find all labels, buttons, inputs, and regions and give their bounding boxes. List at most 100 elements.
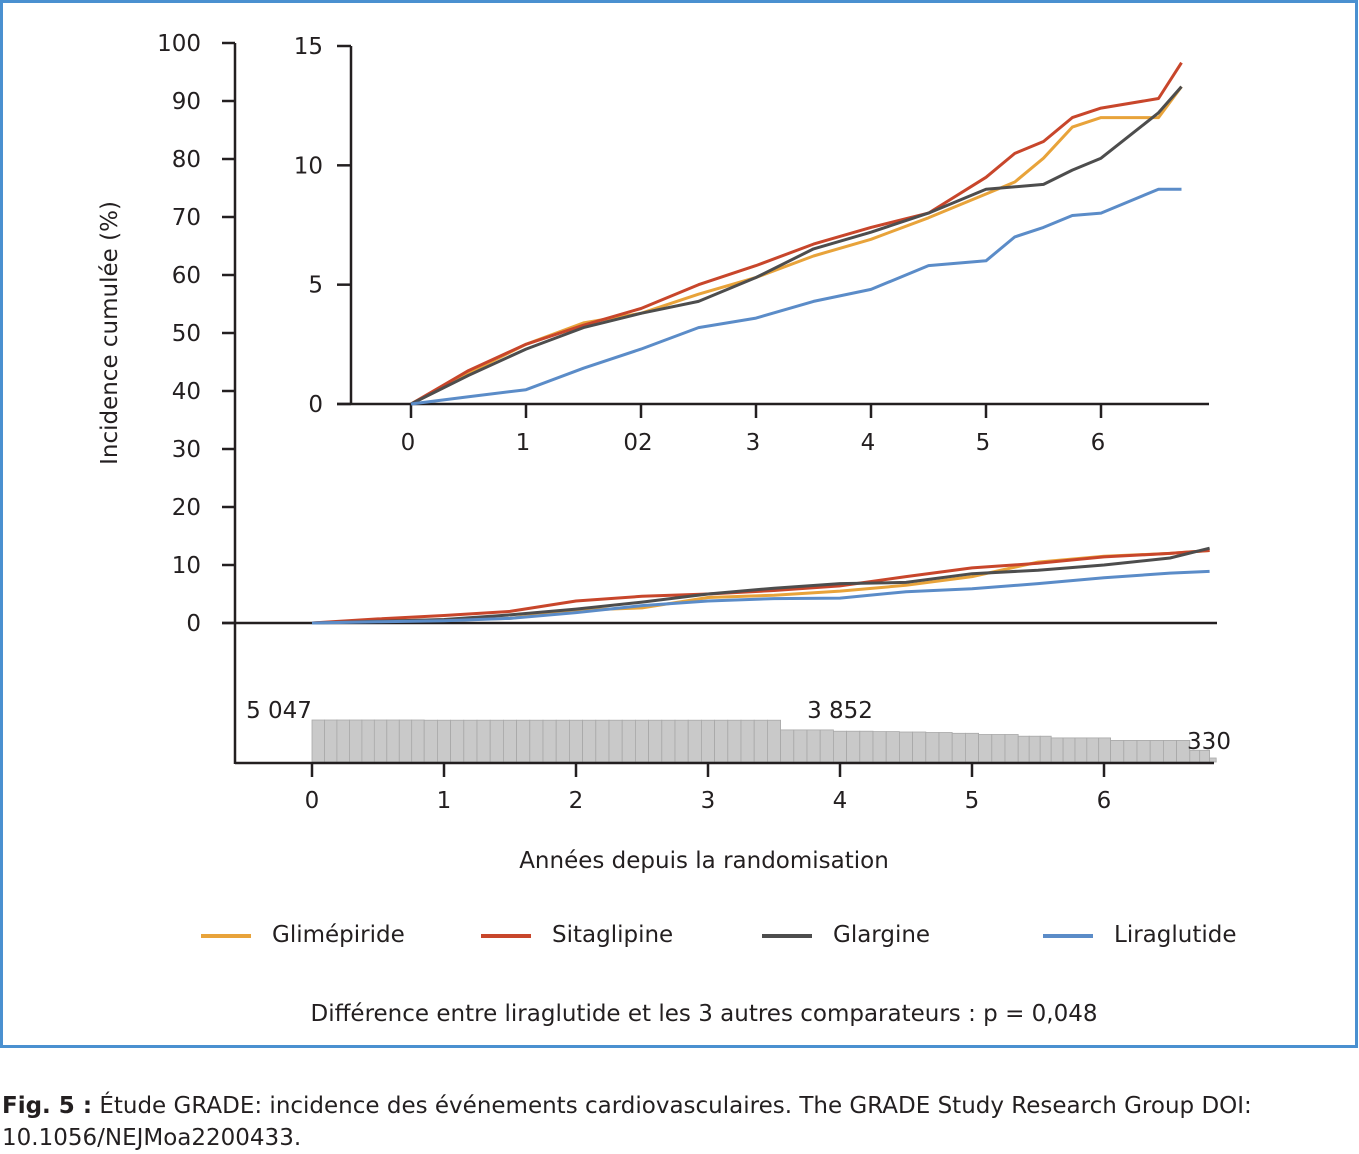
caption-text: Étude GRADE: incidence des événements ca…	[2, 1093, 1252, 1151]
main-series-line-glimépiride	[311, 549, 1210, 625]
at-risk-bar	[925, 732, 940, 763]
inset-x-tick-label: 02	[623, 430, 652, 456]
at-risk-bar	[1017, 735, 1030, 763]
at-risk-bar	[324, 719, 338, 763]
bottom-x-axis: 0 1 2 3 4 5 6	[235, 761, 1214, 814]
at-risk-bar	[806, 729, 821, 763]
inset-x-tick-label: 3	[746, 430, 761, 456]
at-risk-bar	[793, 729, 808, 763]
at-risk-bar	[373, 719, 388, 763]
legend: Glimépiride Sitaglipine Glargine Liraglutid…	[201, 922, 1236, 948]
at-risk-bar	[1074, 737, 1088, 763]
at-risk-bar	[595, 719, 610, 763]
at-risk-bar	[780, 729, 795, 763]
at-risk-bar	[753, 719, 768, 763]
main-series	[311, 546, 1210, 625]
at-risk-bar	[714, 719, 729, 763]
inset-x-tick-label: 0	[401, 430, 416, 456]
at-risk-bar	[687, 719, 702, 763]
at-risk-bar	[991, 734, 1006, 763]
at-risk-bar	[767, 719, 782, 763]
at-risk-bar	[569, 719, 584, 763]
at-risk-bar	[951, 732, 966, 763]
at-risk-bar	[727, 719, 742, 763]
inset-x-tick-label: 4	[861, 430, 876, 456]
at-risk-bar	[938, 732, 953, 763]
at-risk-bar	[621, 719, 636, 763]
main-series-line-sitaglipine	[311, 549, 1210, 625]
chart-figure: Incidence cumulée (%) 100908070605040302…	[0, 0, 1358, 1048]
main-y-tick-label: 80	[172, 147, 201, 173]
at-risk-bar	[978, 734, 993, 763]
bottom-x-tick-label: 4	[833, 788, 848, 814]
at-risk-bar	[833, 730, 848, 763]
inset-axes: 15 10 5 0 0 1 02 3 4 5 6	[294, 34, 1209, 456]
main-y-tick-label: 70	[172, 205, 201, 231]
at-risk-bar	[1062, 737, 1076, 763]
at-risk-bar	[463, 719, 478, 763]
main-y-tick-label: 60	[172, 263, 201, 289]
at-risk-bar	[885, 731, 900, 763]
at-risk-bar	[436, 719, 451, 763]
legend-label-glargine: Glargine	[833, 922, 930, 948]
inset-y-tick-label: 5	[308, 273, 323, 299]
at-risk-bar	[1039, 735, 1052, 763]
inset-series-line-glargine	[410, 85, 1183, 406]
at-risk-bar	[386, 719, 400, 763]
main-y-tick-label: 40	[172, 379, 201, 405]
at-risk-bar	[336, 719, 350, 763]
at-risk-bar	[450, 719, 465, 763]
at-risk-bar	[529, 719, 544, 763]
inset-series	[410, 61, 1183, 406]
bottom-x-tick-label: 0	[305, 788, 320, 814]
at-risk-label-start: 5 047	[246, 698, 312, 724]
legend-label-sitaglipine: Sitaglipine	[552, 922, 673, 948]
inset-x-tick-label: 6	[1091, 430, 1106, 456]
at-risk-bar	[912, 731, 927, 763]
bottom-x-tick-label: 5	[965, 788, 980, 814]
at-risk-bar	[872, 731, 887, 763]
legend-label-liraglutide: Liraglutide	[1114, 922, 1236, 948]
at-risk-bar	[1098, 737, 1111, 763]
at-risk-bar	[1028, 735, 1041, 763]
main-series-line-liraglutide	[311, 569, 1210, 625]
main-y-tick-label: 30	[172, 437, 201, 463]
main-y-tick-label: 0	[186, 611, 201, 637]
at-risk-bar	[1136, 740, 1151, 763]
at-risk-bar	[516, 719, 531, 763]
at-risk-bar	[1149, 740, 1164, 763]
at-risk-bar	[489, 719, 504, 763]
at-risk-bar	[311, 719, 325, 763]
at-risk-bar	[476, 719, 491, 763]
at-risk-label-mid: 3 852	[807, 698, 873, 724]
at-risk-bar	[819, 729, 834, 763]
at-risk-bar	[859, 730, 874, 763]
at-risk-bar	[608, 719, 623, 763]
at-risk-bar	[701, 719, 716, 763]
at-risk-bar	[1209, 757, 1217, 763]
at-risk-bar	[555, 719, 570, 763]
at-risk-bar	[661, 719, 676, 763]
p-value-annotation: Différence entre liraglutide et les 3 au…	[310, 1001, 1097, 1027]
at-risk-bar	[1110, 740, 1125, 763]
at-risk-bar	[899, 731, 914, 763]
legend-label-glimépiride: Glimépiride	[272, 922, 405, 948]
bottom-x-tick-label: 2	[569, 788, 584, 814]
figure-border	[0, 0, 1358, 1048]
at-risk-bar	[965, 732, 980, 763]
at-risk-bar	[846, 730, 861, 763]
y-axis-label: Incidence cumulée (%)	[97, 201, 123, 465]
main-y-tick-label: 20	[172, 495, 201, 521]
x-axis-label: Années depuis la randomisation	[519, 848, 889, 874]
figure-caption: Fig. 5 : Étude GRADE: incidence des évén…	[2, 1090, 1354, 1154]
at-risk-bar	[1050, 737, 1064, 763]
at-risk-bar	[1086, 737, 1100, 763]
at-risk-label-end: 330	[1187, 729, 1231, 755]
at-risk-bar	[740, 719, 755, 763]
at-risk-bar	[502, 719, 517, 763]
main-series-line-glargine	[311, 546, 1210, 625]
bottom-x-tick-label: 3	[701, 788, 716, 814]
main-y-tick-label: 10	[172, 553, 201, 579]
at-risk-bar	[1004, 734, 1019, 763]
inset-x-tick-label: 1	[516, 430, 531, 456]
